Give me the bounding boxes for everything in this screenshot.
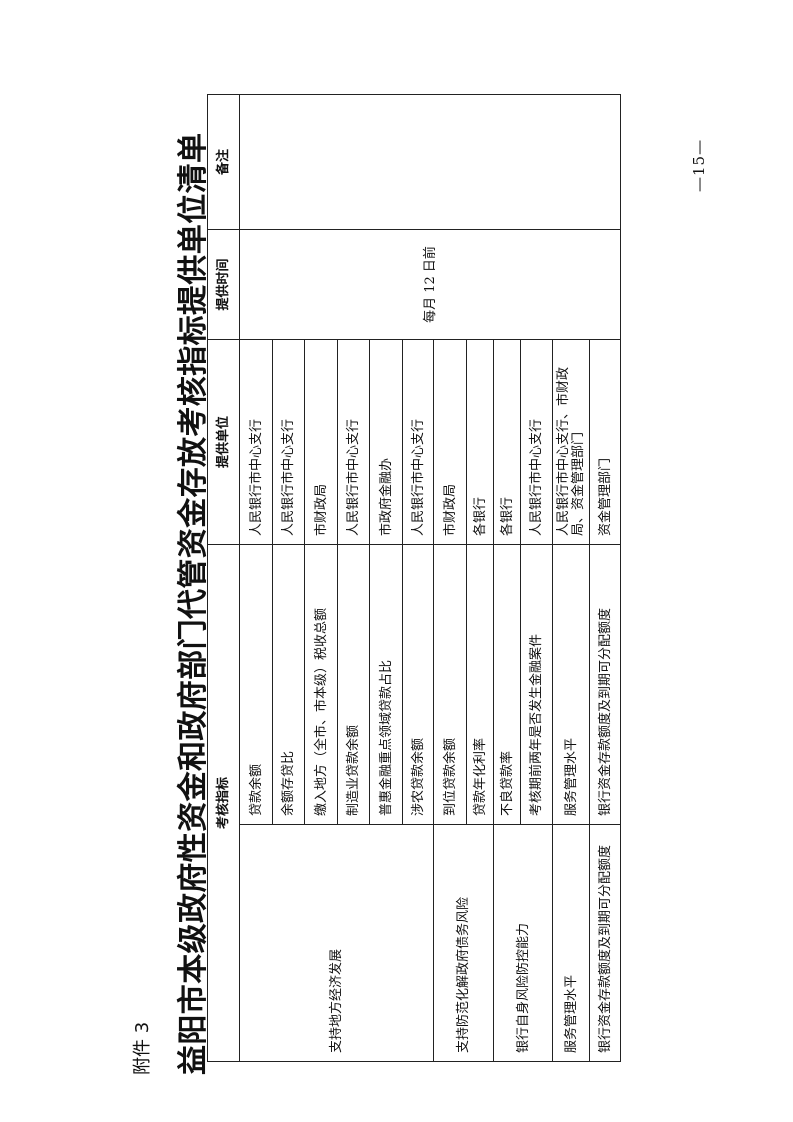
provider-cell: 人民银行市中心支行 bbox=[239, 339, 273, 545]
category-cell: 支持防范化解政府债务风险 bbox=[433, 824, 494, 1062]
category-cell: 支持地方经济发展 bbox=[239, 824, 434, 1062]
indicator-cell: 制造业贷款余额 bbox=[337, 544, 370, 825]
provider-cell: 人民银行市中心支行 bbox=[520, 339, 553, 545]
indicator-cell: 涉农贷款余额 bbox=[402, 544, 434, 825]
provider-cell: 市政府金融办 bbox=[369, 339, 403, 545]
table-row: 支持地方经济发展 贷款余额 人民银行市中心支行 每月 12 日前 bbox=[239, 94, 621, 1062]
provide-time-cell: 每月 12 日前 bbox=[239, 229, 621, 340]
indicator-cell: 银行资金存款额度及到期可分配额度 bbox=[589, 544, 621, 825]
category-cell: 银行自身风险防控能力 bbox=[493, 824, 553, 1062]
header-remark: 备注 bbox=[207, 94, 240, 230]
provider-cell: 人民银行市中心支行 bbox=[272, 339, 305, 545]
provider-cell: 市财政局 bbox=[304, 339, 338, 545]
provider-cell: 市财政局 bbox=[433, 339, 467, 545]
indicator-cell: 余额存贷比 bbox=[272, 544, 305, 825]
header-time: 提供时间 bbox=[207, 229, 240, 340]
indicator-cell: 缴入地方（全市、市本级）税收总额 bbox=[304, 544, 338, 825]
indicator-cell: 考核期前两年是否发生金融案件 bbox=[520, 544, 553, 825]
indicator-cell: 普惠金融重点领域贷款占比 bbox=[369, 544, 403, 825]
provider-cell: 资金管理部门 bbox=[589, 339, 621, 545]
indicator-cell: 贷款年化利率 bbox=[466, 544, 494, 825]
document-title: 益阳市本级政府性资金和政府部门代管资金存放考核指标提供单位清单 bbox=[176, 132, 211, 1075]
provider-cell: 人民银行市中心支行 bbox=[402, 339, 434, 545]
header-provider: 提供单位 bbox=[207, 339, 240, 545]
table-header-row: 考核指标 提供单位 提供时间 备注 bbox=[207, 94, 240, 1062]
indicator-cell: 不良贷款率 bbox=[493, 544, 521, 825]
category-cell: 服务管理水平 bbox=[552, 824, 590, 1062]
indicator-cell: 贷款余额 bbox=[239, 544, 273, 825]
provider-cell: 人民银行市中心支行、市财政局、资金管理部门 bbox=[552, 339, 590, 545]
provider-cell: 各银行 bbox=[493, 339, 521, 545]
provider-cell: 各银行 bbox=[466, 339, 494, 545]
annex-label: 附件 3 bbox=[132, 1021, 153, 1075]
indicator-cell: 服务管理水平 bbox=[552, 544, 590, 825]
header-indicator: 考核指标 bbox=[207, 544, 240, 1062]
provider-cell: 人民银行市中心支行 bbox=[337, 339, 370, 545]
remark-cell bbox=[239, 94, 621, 230]
indicator-table: 考核指标 提供单位 提供时间 备注 支持地方经济发展 贷款余额 人民银行市中心支… bbox=[207, 94, 621, 1062]
indicator-cell: 到位贷款余额 bbox=[433, 544, 467, 825]
page-number: —15— bbox=[690, 138, 708, 192]
category-cell: 银行资金存款额度及到期可分配额度 bbox=[589, 824, 621, 1062]
